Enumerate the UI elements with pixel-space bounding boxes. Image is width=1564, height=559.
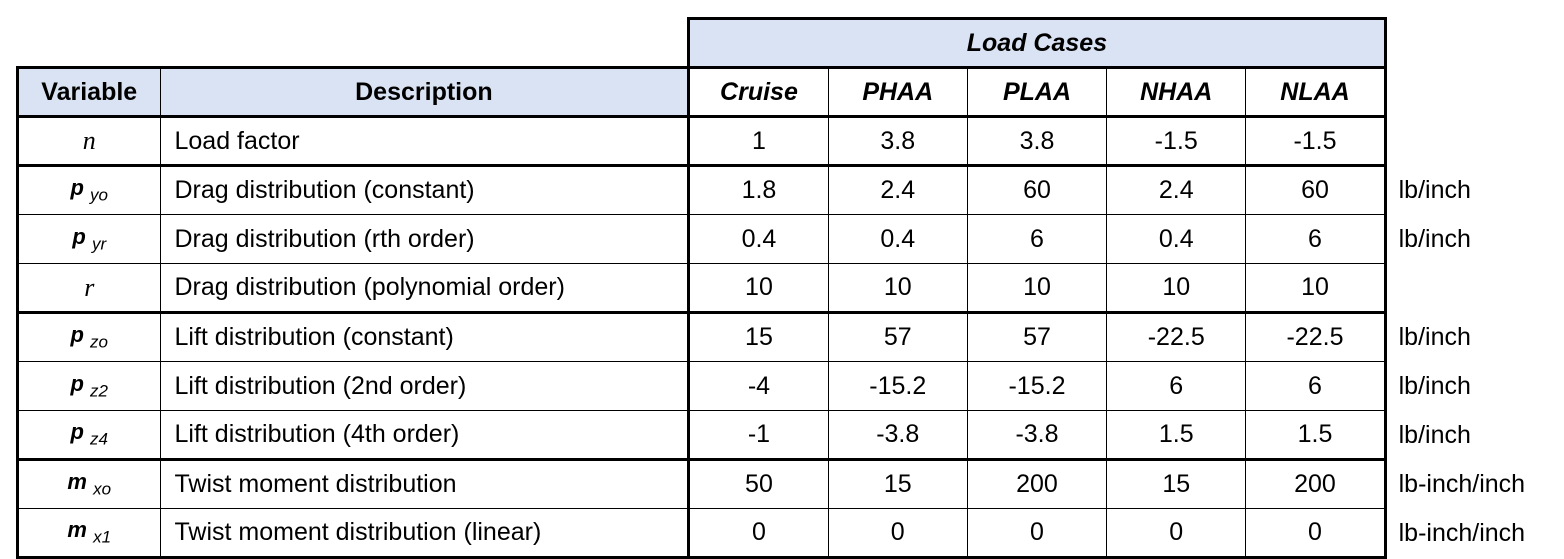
- value-cell: -1.5: [1106, 116, 1247, 167]
- description-cell: Lift distribution (constant): [160, 312, 691, 362]
- value-cell: 10: [967, 263, 1108, 314]
- table-row: p yr Drag distribution (rth order) 0.4 0.4 6…: [16, 214, 1563, 264]
- value-cell: 0.4: [688, 214, 829, 264]
- variable-symbol: r: [16, 263, 161, 314]
- variable-symbol: p yo: [16, 165, 161, 215]
- value-cell: 1.5: [1106, 410, 1247, 461]
- unit-label: lb/inch: [1398, 420, 1471, 449]
- description-cell: Load factor: [160, 116, 691, 167]
- value-cell: 2.4: [828, 165, 968, 215]
- value-cell: 1.5: [1245, 410, 1387, 461]
- value-cell: -1.5: [1245, 116, 1387, 167]
- variable-symbol: n: [16, 116, 161, 167]
- value-cell: 6: [1245, 214, 1387, 264]
- value-cell: -3.8: [828, 410, 968, 461]
- value-cell: 0.4: [828, 214, 968, 264]
- variable-symbol: p z2: [16, 361, 161, 411]
- value-cell: 0.4: [1106, 214, 1247, 264]
- value-cell: 0: [1245, 508, 1387, 559]
- value-cell: -3.8: [967, 410, 1108, 461]
- value-cell: 6: [1106, 361, 1247, 411]
- value-cell: 3.8: [828, 116, 968, 167]
- value-cell: 6: [1245, 361, 1387, 411]
- unit-label: lb/inch: [1398, 322, 1471, 351]
- value-cell: 1: [688, 116, 829, 167]
- table-row: m xo Twist moment distribution 50 15 200 15 20…: [16, 459, 1563, 509]
- description-column-header: Description: [160, 66, 691, 118]
- case-header-phaa: PHAA: [828, 67, 968, 118]
- unit-label: [1385, 264, 1562, 313]
- value-cell: 60: [967, 165, 1108, 215]
- description-cell: Lift distribution (2nd order): [160, 361, 691, 411]
- value-cell: -15.2: [967, 361, 1108, 411]
- unit-label: [1385, 117, 1562, 166]
- value-cell: 57: [967, 312, 1108, 362]
- case-header-plaa: PLAA: [967, 67, 1108, 118]
- table-row: p yo Drag distribution (constant) 1.8 2.4 60…: [16, 165, 1563, 215]
- unit-label: lb/inch: [1398, 371, 1471, 400]
- variable-symbol: m x1: [16, 508, 161, 559]
- value-cell: 10: [688, 263, 829, 314]
- value-cell: 6: [967, 214, 1108, 264]
- value-cell: 0: [688, 508, 829, 559]
- table-row: p z4 Lift distribution (4th order) -1 -3.8-…: [16, 410, 1563, 461]
- unit-label: lb/inch: [1398, 224, 1471, 253]
- value-cell: 15: [688, 312, 829, 362]
- value-cell: 15: [828, 459, 968, 509]
- variable-symbol: p zo: [16, 312, 161, 362]
- value-cell: 10: [828, 263, 968, 314]
- unit-label: lb/inch: [1398, 175, 1471, 204]
- value-cell: 0: [828, 508, 968, 559]
- variable-symbol: p z4: [16, 410, 161, 461]
- table-row: p z2 Lift distribution (2nd order) -4 -15.2…: [16, 361, 1563, 411]
- description-cell: Lift distribution (4th order): [160, 410, 691, 461]
- case-header-nlaa: NLAA: [1245, 67, 1387, 118]
- description-cell: Drag distribution (constant): [160, 165, 691, 215]
- case-header-nhaa: NHAA: [1106, 67, 1247, 118]
- value-cell: 15: [1106, 459, 1247, 509]
- table-row: n Load factor 1 3.8 3.8 -1.5 -1.5: [16, 116, 1563, 167]
- table-row: p zo Lift distribution (constant) 15 57 57 -2…: [16, 312, 1563, 362]
- value-cell: 200: [967, 459, 1108, 509]
- value-cell: 200: [1245, 459, 1387, 509]
- value-cell: -22.5: [1245, 312, 1387, 362]
- variable-symbol: m xo: [16, 459, 161, 509]
- value-cell: 10: [1245, 263, 1387, 314]
- value-cell: 3.8: [967, 116, 1108, 167]
- value-cell: -15.2: [828, 361, 968, 411]
- case-header-cruise: Cruise: [688, 67, 829, 118]
- table-row: m x1 Twist moment distribution (linear) 0 0…: [16, 508, 1563, 559]
- description-cell: Drag distribution (polynomial order): [160, 263, 691, 314]
- value-cell: 0: [1106, 508, 1247, 559]
- load-cases-table: Load Cases Variable Description Cruise P…: [16, 17, 1564, 559]
- unit-label: lb-inch/inch: [1398, 469, 1526, 498]
- variable-column-header: Variable: [16, 66, 161, 118]
- value-cell: 0: [967, 508, 1108, 559]
- value-cell: -4: [688, 361, 829, 411]
- value-cell: 2.4: [1106, 165, 1247, 215]
- load-cases-group-header: Load Cases: [687, 17, 1387, 69]
- value-cell: -1: [688, 410, 829, 461]
- value-cell: 60: [1245, 165, 1387, 215]
- value-cell: 10: [1106, 263, 1247, 314]
- value-cell: 50: [688, 459, 829, 509]
- value-cell: 1.8: [688, 165, 829, 215]
- description-cell: Twist moment distribution: [160, 459, 691, 509]
- table-row: r Drag distribution (polynomial order) 10 1…: [16, 263, 1563, 314]
- description-cell: Drag distribution (rth order): [160, 214, 691, 264]
- value-cell: -22.5: [1106, 312, 1247, 362]
- description-cell: Twist moment distribution (linear): [160, 508, 691, 559]
- unit-label: lb-inch/inch: [1398, 518, 1526, 547]
- value-cell: 57: [828, 312, 968, 362]
- variable-symbol: p yr: [16, 214, 161, 264]
